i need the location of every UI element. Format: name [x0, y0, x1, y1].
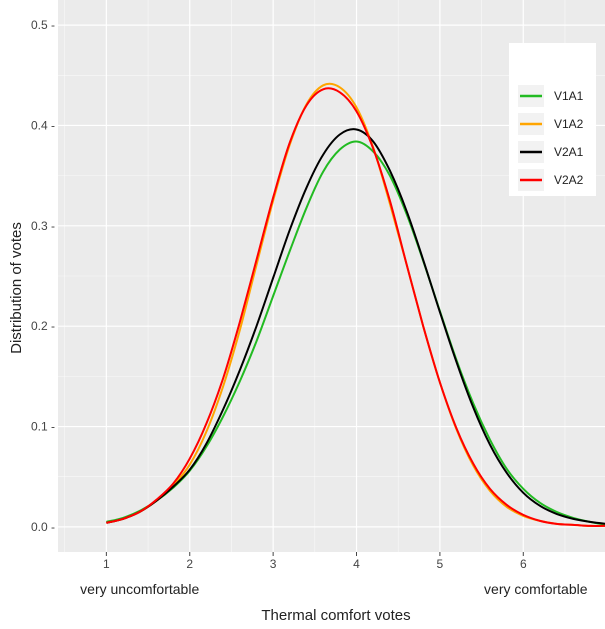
series-lines [106, 82, 605, 527]
x-annotation-label: very uncomfortable [80, 581, 199, 597]
series-line-v2a1 [106, 128, 605, 525]
x-tick-label: 4 [353, 557, 360, 571]
y-axis-title: Distribution of votes [8, 222, 25, 354]
legend-label-v1a2: V1A2 [554, 117, 584, 131]
legend: V1A1 V1A2 V2A1 V2A2 [509, 43, 596, 196]
y-tick-label: 0.0 - [31, 520, 55, 534]
x-tick-label: 3 [270, 557, 277, 571]
x-annotation-label: very comfortable [484, 581, 588, 597]
y-tick-label: 0.3 - [31, 219, 55, 233]
series-line-v2a2 [106, 87, 605, 527]
x-axis: 1 2 3 4 5 6 [103, 552, 527, 571]
x-tick-label: 6 [520, 557, 527, 571]
x-axis-title: Thermal comfort votes [261, 607, 410, 624]
y-axis: 0.0 - 0.1 - 0.2 - 0.3 - 0.4 - 0.5 - [31, 18, 55, 534]
x-annotations: very uncomfortable very comfortable [80, 581, 588, 597]
x-tick-label: 2 [186, 557, 193, 571]
y-tick-label: 0.2 - [31, 319, 55, 333]
y-tick-label: 0.5 - [31, 18, 55, 32]
legend-label-v2a2: V2A2 [554, 173, 584, 187]
x-tick-label: 5 [437, 557, 444, 571]
x-tick-label: 1 [103, 557, 110, 571]
legend-label-v2a1: V2A1 [554, 145, 584, 159]
legend-label-v1a1: V1A1 [554, 89, 584, 103]
y-tick-label: 0.1 - [31, 420, 55, 434]
y-tick-label: 0.4 - [31, 118, 55, 132]
